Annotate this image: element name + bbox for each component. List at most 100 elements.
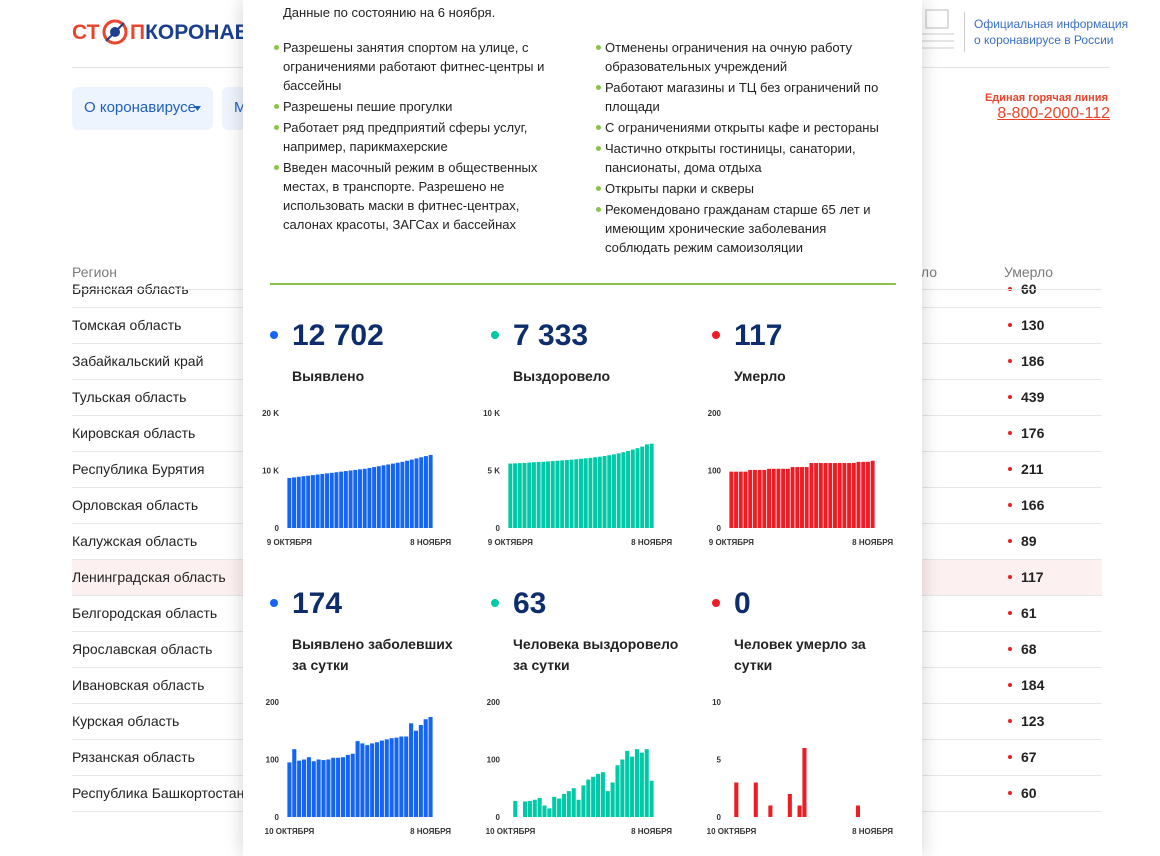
nav-button[interactable] <box>72 87 213 130</box>
red-dot <box>1008 647 1012 651</box>
bar <box>861 461 866 528</box>
red-dot <box>1008 611 1012 615</box>
y-tick-label: 5 K <box>488 467 501 476</box>
bar <box>355 741 360 817</box>
bar <box>753 782 758 817</box>
bar <box>795 467 800 528</box>
bar <box>630 449 635 528</box>
bar <box>428 454 433 528</box>
bar <box>301 476 306 528</box>
bar <box>804 467 809 528</box>
bar <box>837 463 842 528</box>
region-name: Курская область <box>72 713 180 729</box>
bar <box>527 462 532 528</box>
bar <box>508 463 513 528</box>
bar <box>634 749 640 817</box>
bar <box>593 457 598 528</box>
deaths-count: 67 <box>1021 749 1037 765</box>
stat-title: Человек умерло за сутки <box>734 636 866 673</box>
bar <box>423 456 428 528</box>
stat-title: Человека выздоровело за сутки <box>513 636 679 673</box>
y-tick-label: 10 <box>712 698 721 707</box>
bar <box>301 759 307 817</box>
modal-divider <box>270 283 896 285</box>
bar <box>569 459 574 528</box>
bar <box>296 476 301 528</box>
bullet-dot <box>274 165 279 170</box>
bar <box>566 791 571 817</box>
bar <box>409 723 414 817</box>
bar <box>331 757 336 817</box>
mini-chart: 0 100 200 10 ОКТЯБРЯ 8 НОЯБРЯ <box>265 698 452 836</box>
measure-item: Работают магазины и ТЦ без ограничений п… <box>605 80 879 114</box>
table-header: Умерло <box>1004 264 1054 280</box>
region-name: Ленинградская область <box>72 569 226 585</box>
deaths-count: 117 <box>1021 569 1044 585</box>
x-tick-label: 10 ОКТЯБРЯ <box>265 827 315 836</box>
bar <box>413 730 419 817</box>
region-name: Орловская область <box>72 497 199 513</box>
x-tick-label: 8 НОЯБРЯ <box>852 827 893 836</box>
stat-number: 174 <box>292 587 343 620</box>
bar <box>306 475 311 528</box>
bar <box>345 754 350 817</box>
table-header: Регион <box>72 264 117 280</box>
bar <box>748 469 753 528</box>
red-dot <box>1008 431 1012 435</box>
bar <box>800 467 804 528</box>
bar <box>776 468 781 528</box>
bullet-dot <box>596 85 601 90</box>
bar <box>583 458 588 528</box>
bar <box>374 742 380 817</box>
bar <box>321 760 326 817</box>
bar <box>818 463 823 528</box>
bar <box>729 471 734 528</box>
stat-number: 7 333 <box>513 319 589 352</box>
bar <box>316 759 321 817</box>
bar <box>546 461 551 528</box>
deaths-count: 61 <box>1021 605 1037 621</box>
y-tick-label: 0 <box>275 813 280 822</box>
bar <box>823 463 828 528</box>
bar <box>615 765 620 817</box>
nav-item[interactable]: О коронавирусе <box>84 99 196 116</box>
stat-number: 12 702 <box>292 319 384 352</box>
bar <box>376 466 381 528</box>
mini-chart: 0 5 K 10 K 9 ОКТЯБРЯ 8 НОЯБРЯ <box>483 409 672 547</box>
stat-number: 117 <box>734 319 783 352</box>
bar <box>771 468 776 528</box>
x-tick-label: 8 НОЯБРЯ <box>631 538 672 547</box>
stat-dot <box>270 599 278 607</box>
bar <box>547 808 552 817</box>
bar <box>600 772 605 817</box>
measure-item: Открыты парки и скверы <box>605 181 754 196</box>
bar <box>550 461 555 528</box>
official-info[interactable]: о коронавирусе в России <box>974 33 1114 47</box>
region-name: Калужская область <box>72 533 198 549</box>
hotline-phone[interactable]: 8-800-2000-112 <box>997 105 1110 122</box>
stat-number: 63 <box>513 587 547 620</box>
mini-chart: 0 10 K 20 K 9 ОКТЯБРЯ 8 НОЯБРЯ <box>262 409 451 547</box>
bar <box>370 743 375 817</box>
bar <box>781 468 786 528</box>
bar <box>320 473 325 528</box>
bar <box>287 762 292 817</box>
red-dot <box>1008 755 1012 759</box>
official-info[interactable]: Официальная информация <box>974 17 1129 31</box>
x-tick-label: 10 ОКТЯБРЯ <box>707 827 757 836</box>
y-tick-label: 10 K <box>483 409 500 418</box>
bar <box>639 752 644 817</box>
y-tick-label: 200 <box>708 409 722 418</box>
bar <box>797 805 802 817</box>
bar <box>856 461 861 528</box>
bar <box>384 739 389 817</box>
bar <box>350 753 355 817</box>
x-tick-label: 8 НОЯБРЯ <box>410 827 451 836</box>
bar <box>644 444 649 528</box>
y-tick-label: 200 <box>487 698 501 707</box>
bullet-dot <box>274 104 279 109</box>
bar <box>362 468 367 528</box>
bar <box>597 456 602 528</box>
bar <box>851 463 856 528</box>
red-dot <box>1008 323 1012 327</box>
